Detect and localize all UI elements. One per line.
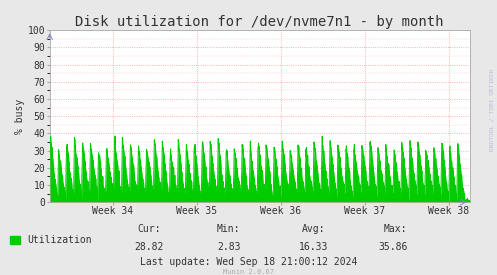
Text: Cur:: Cur: — [137, 224, 161, 234]
Text: Munin 2.0.67: Munin 2.0.67 — [223, 269, 274, 275]
Y-axis label: % busy: % busy — [15, 98, 25, 134]
Text: 35.86: 35.86 — [378, 242, 408, 252]
Text: Last update: Wed Sep 18 21:00:12 2024: Last update: Wed Sep 18 21:00:12 2024 — [140, 257, 357, 267]
Text: Min:: Min: — [217, 224, 241, 234]
Text: 28.82: 28.82 — [134, 242, 164, 252]
Text: RRDTOOL / TOBI OETIKER: RRDTOOL / TOBI OETIKER — [490, 69, 495, 151]
Text: 2.83: 2.83 — [217, 242, 241, 252]
Text: Max:: Max: — [384, 224, 408, 234]
Text: 16.33: 16.33 — [298, 242, 328, 252]
Text: Avg:: Avg: — [301, 224, 325, 234]
Title: Disk utilization for /dev/nvme7n1 - by month: Disk utilization for /dev/nvme7n1 - by m… — [76, 15, 444, 29]
Legend: Utilization: Utilization — [10, 235, 92, 245]
